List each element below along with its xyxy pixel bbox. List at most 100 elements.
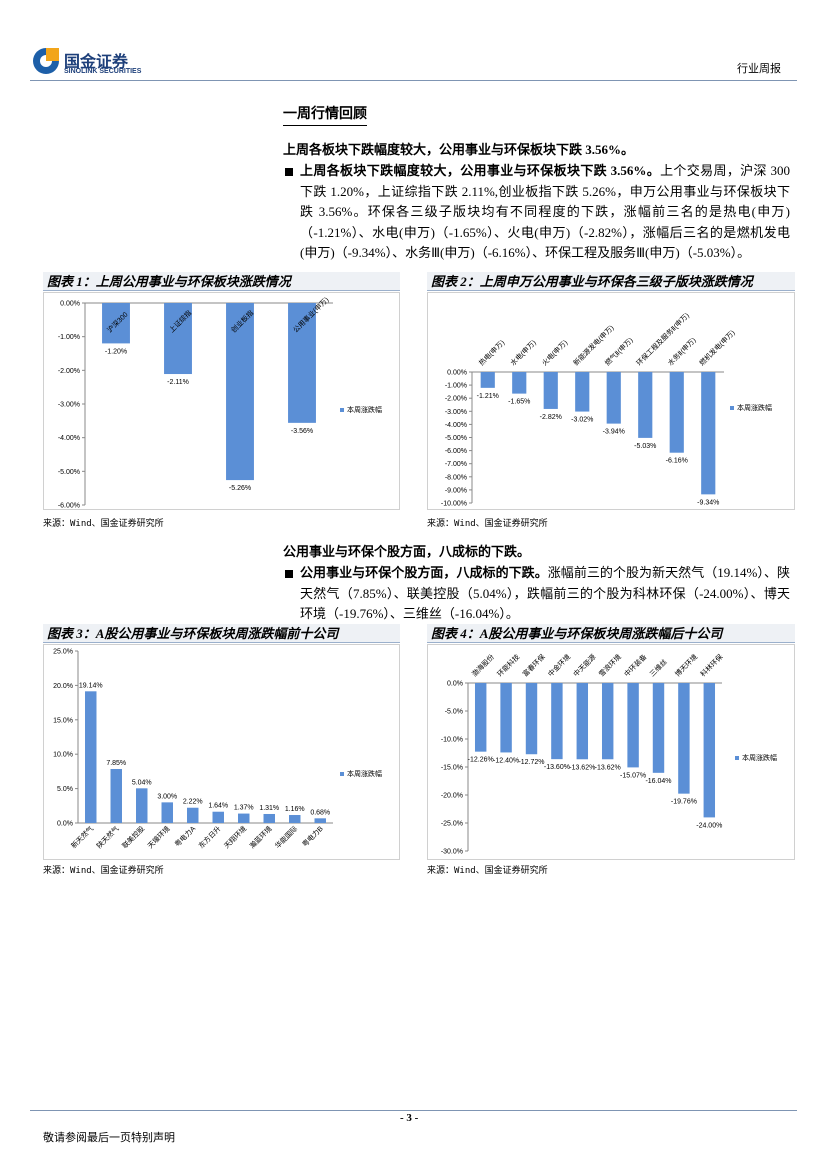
x-tick-label: 水电(申万) xyxy=(508,338,537,367)
bar xyxy=(576,683,589,760)
chart: 0.0% 5.0% 10.0% 15.0% 20.0% 25.0% 19.14% 新天然气 7.… xyxy=(43,644,400,860)
disclaimer: 敬请参阅最后一页特别声明 xyxy=(43,1132,175,1144)
y-tick-label: -20.0% xyxy=(441,793,463,800)
value-label: -1.65% xyxy=(508,399,530,406)
bar xyxy=(85,691,97,823)
chart-frame xyxy=(427,644,795,860)
bar xyxy=(102,303,130,344)
x-tick-label: 华能国际 xyxy=(273,824,299,850)
page-number: - 3 - xyxy=(400,1112,419,1124)
y-tick-label: -2.00% xyxy=(58,368,80,375)
value-label: -1.21% xyxy=(477,393,499,400)
bar xyxy=(187,807,199,823)
y-tick-label: 15.0% xyxy=(53,717,73,724)
paragraph: 公用事业与环保个股方面，八成标的下跌。涨幅前三的个股为新天然气（19.14%）、… xyxy=(300,563,790,625)
bar xyxy=(136,788,148,823)
chart: 0.00% -1.00% -2.00% -3.00% -4.00% -5.00% -6.00… xyxy=(427,292,795,510)
y-tick-label: 10.0% xyxy=(53,752,73,759)
logo-en: SINOLINK SECURITIES xyxy=(64,68,142,75)
y-tick-label: -25.0% xyxy=(441,821,463,828)
y-tick-label: -5.00% xyxy=(58,469,80,476)
x-tick-label: 中环装备 xyxy=(622,652,648,678)
chart-title: 图表 3：A股公用事业与环保板块周涨跌幅前十公司 xyxy=(43,624,400,643)
value-label: -13.62% xyxy=(569,764,595,771)
y-tick-label: -1.00% xyxy=(445,383,467,390)
x-tick-label: 雪浪环境 xyxy=(597,652,623,678)
bold-lead: 公用事业与环保个股方面，八成标的下跌。 xyxy=(300,565,548,580)
bar xyxy=(512,372,527,394)
x-tick-label: 新天然气 xyxy=(69,824,95,850)
x-tick-label: 东方日升 xyxy=(197,824,223,850)
bar xyxy=(238,813,250,823)
x-tick-label: 火电(申万) xyxy=(540,338,569,367)
y-tick-label: -5.00% xyxy=(445,435,467,442)
subheading: 公用事业与环保个股方面，八成标的下跌。 xyxy=(283,544,531,559)
legend-label: 本周涨跌幅 xyxy=(347,405,382,414)
y-tick-label: 5.0% xyxy=(57,786,73,793)
value-label: -5.03% xyxy=(634,443,656,450)
bar xyxy=(525,683,538,755)
value-label: 5.04% xyxy=(132,779,152,786)
value-label: -16.04% xyxy=(645,778,671,785)
y-tick-label: -3.00% xyxy=(58,402,80,409)
section-title: 一周行情回顾 xyxy=(283,103,367,126)
chart-frame xyxy=(43,292,400,510)
value-label: 0.68% xyxy=(310,809,330,816)
bar xyxy=(226,303,254,481)
value-label: -24.00% xyxy=(696,822,722,829)
y-tick-label: -1.00% xyxy=(58,334,80,341)
bar xyxy=(701,372,716,495)
chart: 0.0% -5.0% -10.0% -15.0% -20.0% -25.0% -30.0% -… xyxy=(427,644,795,860)
bar xyxy=(480,372,495,388)
chart-title: 图表 2：上周申万公用事业与环保各三级子版块涨跌情况 xyxy=(427,272,795,291)
y-tick-label: -10.0% xyxy=(441,737,463,744)
value-label: -13.60% xyxy=(544,764,570,771)
bold-lead: 上周各板块下跌幅度较大，公用事业与环保板块下跌 3.56%。 xyxy=(300,163,661,178)
source: 来源：Wind、国金证券研究所 xyxy=(427,519,548,529)
y-tick-label: -5.0% xyxy=(445,709,463,716)
x-tick-label: 博天环境 xyxy=(673,652,699,678)
value-label: -12.72% xyxy=(518,759,544,766)
x-tick-label: 科林环保 xyxy=(698,652,724,678)
x-tick-label: 三维丝 xyxy=(648,657,669,678)
value-label: 1.16% xyxy=(285,806,305,813)
source: 来源：Wind、国金证券研究所 xyxy=(427,866,548,876)
chart-title: 图表 1：上周公用事业与环保板块涨跌情况 xyxy=(43,272,400,291)
value-label: -2.82% xyxy=(540,414,562,421)
legend-swatch xyxy=(340,408,344,412)
value-label: -12.40% xyxy=(493,757,519,764)
legend-label: 本周涨跌幅 xyxy=(347,769,382,778)
value-label: 2.22% xyxy=(183,799,203,806)
value-label: -2.11% xyxy=(167,379,189,386)
text: 上个交易周，沪深 300 下跌 1.20%，上证综指下跌 2.11%,创业板指下… xyxy=(300,163,790,260)
x-tick-label: 粤电力B xyxy=(300,824,325,849)
value-label: -12.26% xyxy=(468,757,494,764)
x-tick-label: 环保工程及服务Ⅱ(申万) xyxy=(634,311,691,368)
y-tick-label: -15.0% xyxy=(441,765,463,772)
y-tick-label: -10.00% xyxy=(441,501,467,508)
bar xyxy=(474,683,487,752)
header-rule xyxy=(30,80,797,81)
bar xyxy=(161,802,173,823)
value-label: -3.56% xyxy=(291,428,313,435)
paragraph: 上周各板块下跌幅度较大，公用事业与环保板块下跌 3.56%。上个交易周，沪深 3… xyxy=(300,161,790,264)
y-tick-label: -9.00% xyxy=(445,487,467,494)
value-label: -5.26% xyxy=(229,485,251,492)
logo-icon xyxy=(33,48,59,74)
chart-frame xyxy=(43,644,400,860)
y-tick-label: -6.00% xyxy=(58,503,80,510)
value-label: 19.14% xyxy=(79,682,103,689)
value-label: -19.76% xyxy=(671,799,697,806)
bar xyxy=(551,683,563,760)
y-tick-label: 20.0% xyxy=(53,683,73,690)
y-tick-label: -2.00% xyxy=(445,396,467,403)
x-tick-label: 中金环境 xyxy=(546,652,572,678)
bar xyxy=(575,372,590,412)
y-tick-label: -6.00% xyxy=(445,448,467,455)
value-label: -15.07% xyxy=(620,772,646,779)
y-tick-label: 0.00% xyxy=(60,301,80,308)
bar xyxy=(669,372,684,453)
x-tick-label: 热电(申万) xyxy=(477,338,506,367)
bar xyxy=(627,683,639,768)
footer-rule xyxy=(30,1110,797,1111)
